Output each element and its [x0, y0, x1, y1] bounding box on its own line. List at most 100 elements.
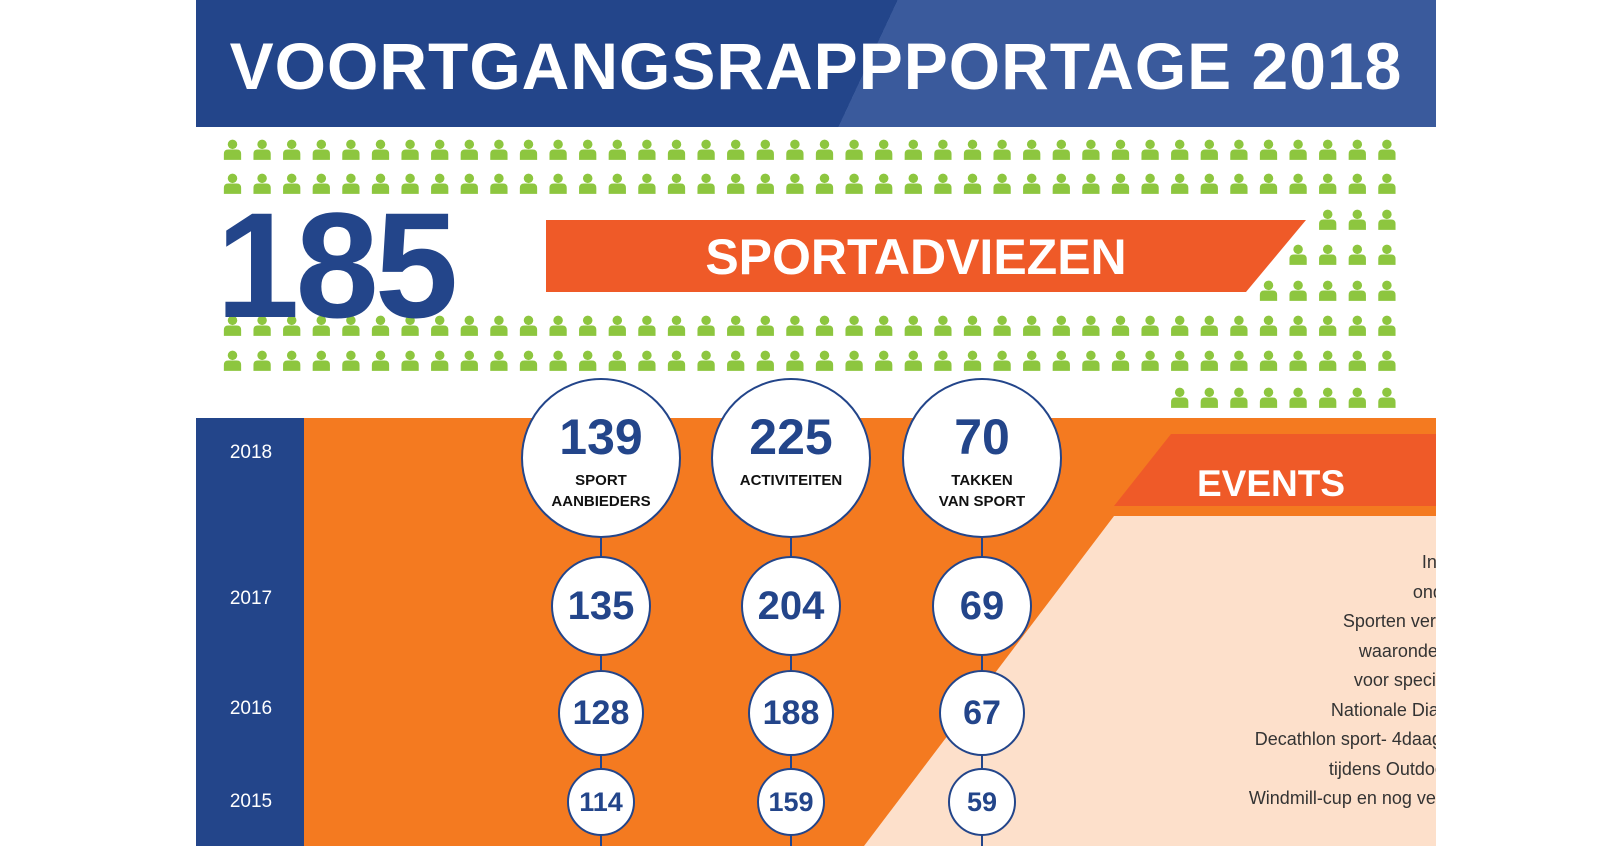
- person-icon: [815, 173, 834, 194]
- person-icon: [727, 139, 745, 160]
- person-icon: [993, 139, 1011, 160]
- value: 70: [954, 409, 1010, 465]
- person-icon: [1289, 139, 1307, 160]
- year-2018: 2018: [229, 442, 273, 463]
- person-icon: [667, 350, 686, 371]
- person-icon: [638, 173, 656, 194]
- person-icon: [519, 350, 538, 371]
- person-icon: [1348, 139, 1366, 160]
- person-icon: [845, 139, 863, 160]
- person-icon: [1319, 209, 1337, 230]
- infographic: VOORTGANGSRAPPPORTAGE 2018 185 SPORTADVI…: [196, 0, 1436, 846]
- person-icon: [1348, 173, 1366, 194]
- sportadviezen-banner: SPORTADVIEZEN: [546, 220, 1306, 292]
- person-icon: [460, 315, 478, 336]
- sport-aanbieders-2018-circle: 139 SPORT AANBIEDERS: [521, 378, 681, 538]
- person-icon: [1378, 209, 1396, 230]
- person-icon: [697, 315, 715, 336]
- person-icon: [727, 315, 745, 336]
- events-line: Nationale Diabetes Challenge,: [1330, 699, 1436, 720]
- person-icon: [1171, 173, 1189, 194]
- advice-count: 185: [216, 181, 458, 349]
- person-icon: [460, 173, 478, 194]
- value: 139: [559, 409, 643, 465]
- person-icon: [756, 173, 774, 194]
- person-icon: [1082, 139, 1100, 160]
- person-icon: [1319, 350, 1337, 371]
- takken-van-sport-2017-circle: 69: [932, 556, 1032, 656]
- person-icon: [667, 139, 686, 160]
- person-icon: [1082, 173, 1100, 194]
- person-icon: [1289, 387, 1307, 408]
- person-icon: [1111, 350, 1130, 371]
- person-icon: [786, 350, 804, 371]
- year-2016: 2016: [229, 698, 273, 719]
- label-line1: TAKKEN: [951, 472, 1013, 489]
- person-icon: [549, 173, 567, 194]
- person-icon: [1259, 315, 1278, 336]
- person-icon: [1111, 173, 1130, 194]
- person-icon: [1378, 244, 1396, 265]
- person-icon: [845, 173, 863, 194]
- person-icon: [875, 350, 893, 371]
- person-icon: [490, 139, 508, 160]
- person-icon: [608, 315, 626, 336]
- events-line: waaronder sporttoernooien: [1358, 640, 1436, 661]
- sport-aanbieders-2016-circle: 128: [558, 670, 644, 756]
- person-icon: [963, 139, 982, 160]
- takken-van-sport-2016-circle: 67: [939, 670, 1025, 756]
- person-icon: [1319, 139, 1337, 160]
- person-icon: [1230, 350, 1248, 371]
- person-icon: [1023, 139, 1041, 160]
- person-icon: [490, 173, 508, 194]
- person-icon: [1200, 387, 1218, 408]
- person-icon: [549, 350, 567, 371]
- person-icon: [1111, 315, 1130, 336]
- person-icon: [401, 139, 419, 160]
- stats-background: [196, 418, 1436, 846]
- person-icon: [1348, 244, 1366, 265]
- events-title: EVENTS: [1196, 463, 1346, 504]
- person-icon: [1052, 350, 1070, 371]
- takken-van-sport-2015-circle: 59: [948, 768, 1016, 836]
- banner-shape: [546, 220, 1306, 292]
- person-icon: [875, 315, 893, 336]
- person-icon: [963, 173, 982, 194]
- activiteiten-2017-circle: 204: [741, 556, 841, 656]
- activiteiten-2016-circle: 188: [748, 670, 834, 756]
- events-line: Windmill-cup en nog vele andere events.: [1248, 788, 1436, 808]
- label-line2: AANBIEDERS: [551, 493, 651, 510]
- label-line1: ACTIVITEITEN: [739, 472, 843, 489]
- person-icon: [756, 139, 774, 160]
- person-icon: [1023, 173, 1041, 194]
- person-icon: [1200, 315, 1218, 336]
- person-icon: [667, 315, 686, 336]
- person-icon: [283, 350, 301, 371]
- value: 69: [959, 584, 1005, 628]
- person-icon: [1230, 387, 1248, 408]
- person-icon: [1200, 350, 1218, 371]
- person-icon: [1141, 350, 1159, 371]
- person-icon: [697, 350, 715, 371]
- person-icon: [342, 350, 360, 371]
- person-icon: [815, 350, 834, 371]
- events-line: Decathlon sport- 4daagse, een Paradag: [1254, 729, 1436, 749]
- person-icon: [1378, 350, 1396, 371]
- person-icon: [253, 139, 271, 160]
- value: 114: [579, 787, 623, 817]
- person-icon: [667, 173, 686, 194]
- label-line2: VAN SPORT: [938, 493, 1026, 510]
- year-2017: 2017: [229, 588, 273, 609]
- value: 128: [572, 694, 630, 732]
- person-icon: [608, 139, 626, 160]
- person-icon: [1141, 173, 1159, 194]
- year-2015: 2015: [229, 791, 273, 812]
- person-icon: [963, 315, 982, 336]
- events-line: voor speciaal onderwijs, De: [1353, 670, 1436, 690]
- person-icon: [519, 173, 538, 194]
- person-icon: [1200, 139, 1218, 160]
- person-icon: [845, 315, 863, 336]
- person-icon: [934, 315, 952, 336]
- person-icon: [1289, 350, 1307, 371]
- person-icon: [934, 139, 952, 160]
